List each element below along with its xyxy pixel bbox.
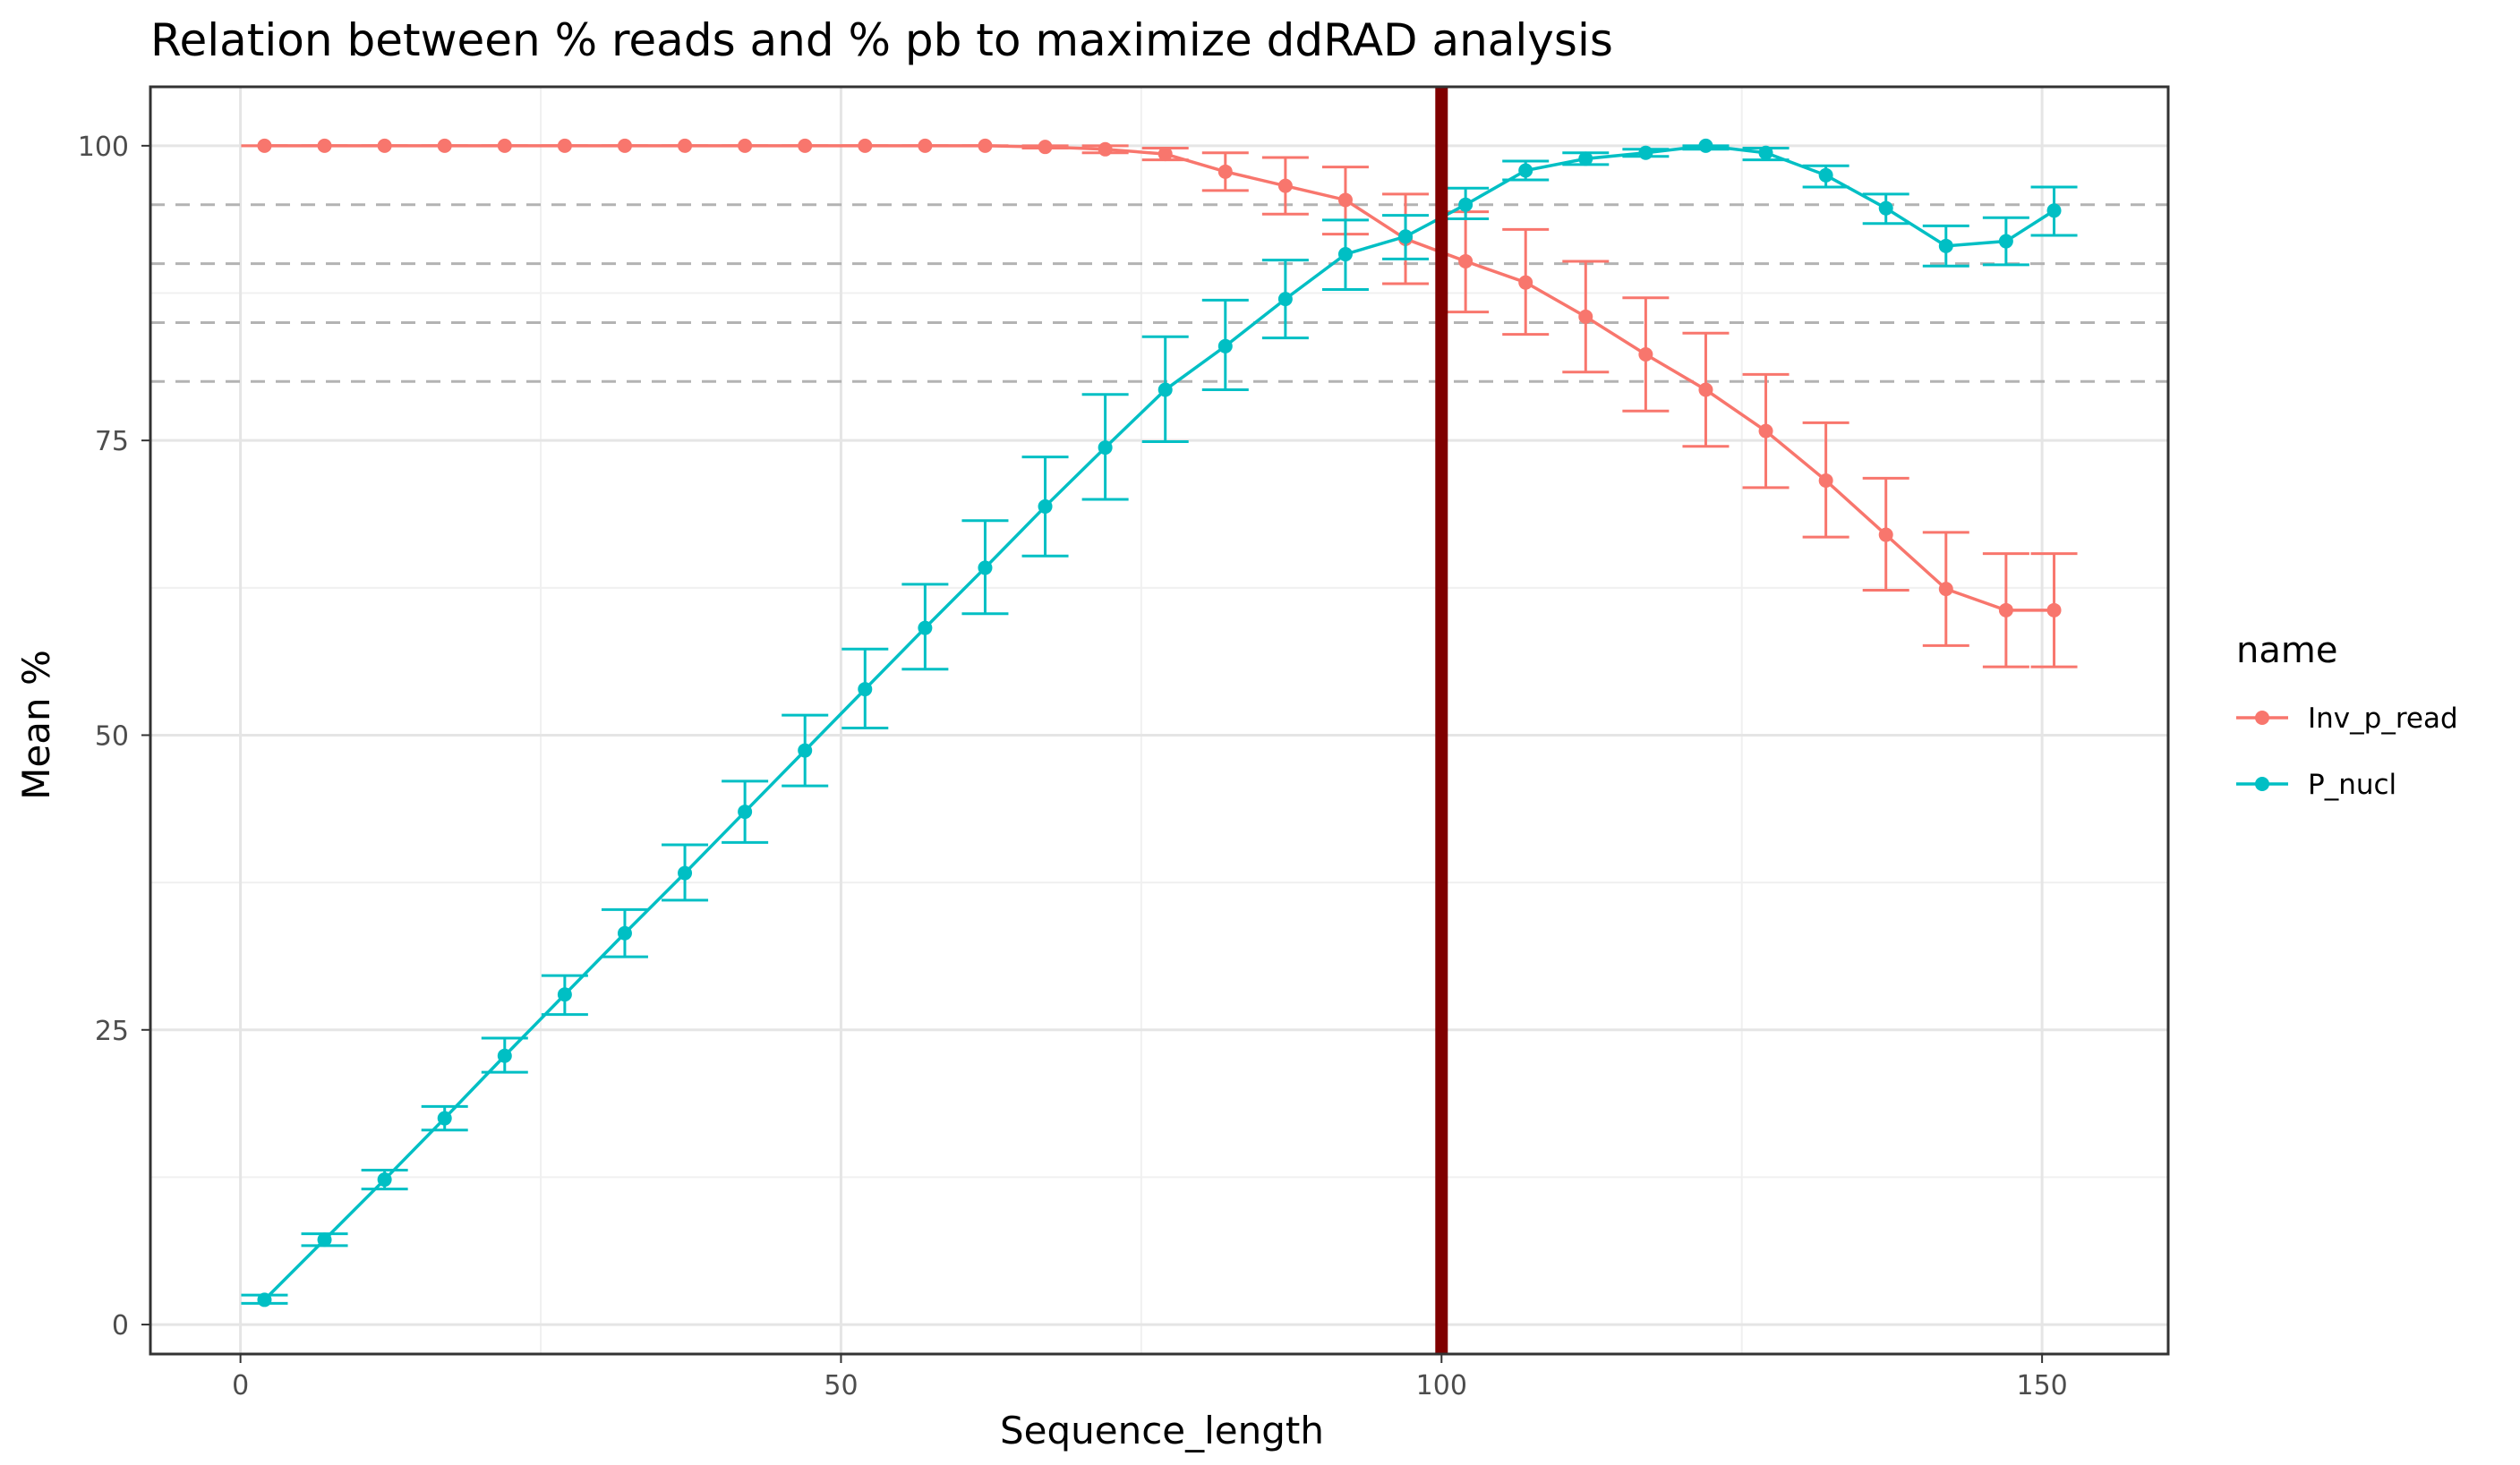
data-point <box>1998 234 2013 249</box>
data-point <box>317 1232 332 1248</box>
data-point <box>1098 440 1113 456</box>
data-point <box>1578 151 1593 166</box>
data-point <box>317 138 332 153</box>
data-point <box>2046 602 2062 618</box>
data-point <box>738 805 753 820</box>
data-point <box>978 138 993 153</box>
data-point <box>617 138 632 153</box>
data-point <box>1938 238 1953 253</box>
data-point <box>738 138 753 153</box>
data-point <box>437 1111 452 1126</box>
data-point <box>377 1172 392 1188</box>
legend: name Inv_p_read P_nucl <box>2236 630 2458 801</box>
data-point <box>497 138 512 153</box>
data-point <box>437 138 452 153</box>
data-point <box>918 620 933 635</box>
data-point <box>1698 382 1713 397</box>
data-point <box>1337 192 1353 208</box>
data-point <box>1638 145 1653 160</box>
data-point <box>1578 309 1593 324</box>
y-tick-label: 100 <box>78 132 129 163</box>
data-point <box>1277 292 1293 307</box>
data-point <box>918 138 933 153</box>
data-point <box>1518 163 1533 178</box>
data-point <box>1818 167 1833 183</box>
series-P_nucl <box>241 138 2078 1307</box>
x-tick-label: 0 <box>232 1370 249 1401</box>
data-point <box>858 682 873 697</box>
data-point <box>1217 164 1233 179</box>
data-point <box>257 138 272 153</box>
data-point <box>557 138 572 153</box>
data-point <box>1098 141 1113 157</box>
data-point <box>1217 338 1233 353</box>
data-point <box>678 138 693 153</box>
legend-key-point <box>2255 711 2269 725</box>
series-Inv_p_read <box>241 138 2078 669</box>
data-point <box>1157 382 1173 397</box>
data-point <box>978 560 993 575</box>
y-axis-title: Mean % <box>14 650 58 800</box>
plot-area: 0 50 100 150 0 25 50 75 100 <box>78 85 2170 1401</box>
data-point <box>798 138 813 153</box>
legend-label: P_nucl <box>2308 769 2396 801</box>
x-tick-label: 50 <box>824 1370 858 1401</box>
data-point <box>1157 147 1173 162</box>
panel-border <box>149 85 2170 1356</box>
data-point <box>377 138 392 153</box>
y-tick-label: 50 <box>95 720 129 752</box>
data-point <box>1458 197 1474 212</box>
data-point <box>557 987 572 1002</box>
y-tick-label: 25 <box>95 1016 129 1047</box>
data-point <box>1878 527 1893 542</box>
data-point <box>1758 423 1773 439</box>
data-point <box>1758 145 1773 160</box>
x-tick-label: 150 <box>2016 1370 2067 1401</box>
data-point <box>858 138 873 153</box>
legend-label: Inv_p_read <box>2308 703 2458 735</box>
data-point <box>1818 473 1833 488</box>
legend-title: name <box>2236 630 2337 671</box>
data-point <box>1938 582 1953 597</box>
y-tick-label: 75 <box>95 426 129 457</box>
data-point <box>1038 498 1053 514</box>
x-axis-title: Sequence_length <box>1000 1409 1324 1452</box>
data-point <box>1878 200 1893 216</box>
chart-title: Relation between % reads and % pb to max… <box>150 14 1613 66</box>
data-point <box>678 865 693 881</box>
data-point <box>257 1292 272 1307</box>
data-point <box>1458 253 1474 268</box>
data-point <box>617 925 632 941</box>
data-point <box>1277 178 1293 193</box>
data-point <box>1998 602 2013 618</box>
data-point <box>1518 275 1533 290</box>
y-tick-label: 0 <box>112 1310 129 1341</box>
panel-background <box>150 87 2168 1354</box>
data-point <box>798 743 813 758</box>
data-point <box>1698 138 1713 153</box>
data-point <box>1038 140 1053 155</box>
data-point <box>497 1048 512 1063</box>
data-point <box>2046 203 2062 218</box>
data-point <box>1398 229 1414 244</box>
data-point <box>1337 247 1353 262</box>
legend-key-point <box>2255 777 2269 791</box>
x-tick-label: 100 <box>1416 1370 1467 1401</box>
data-point <box>1638 347 1653 362</box>
